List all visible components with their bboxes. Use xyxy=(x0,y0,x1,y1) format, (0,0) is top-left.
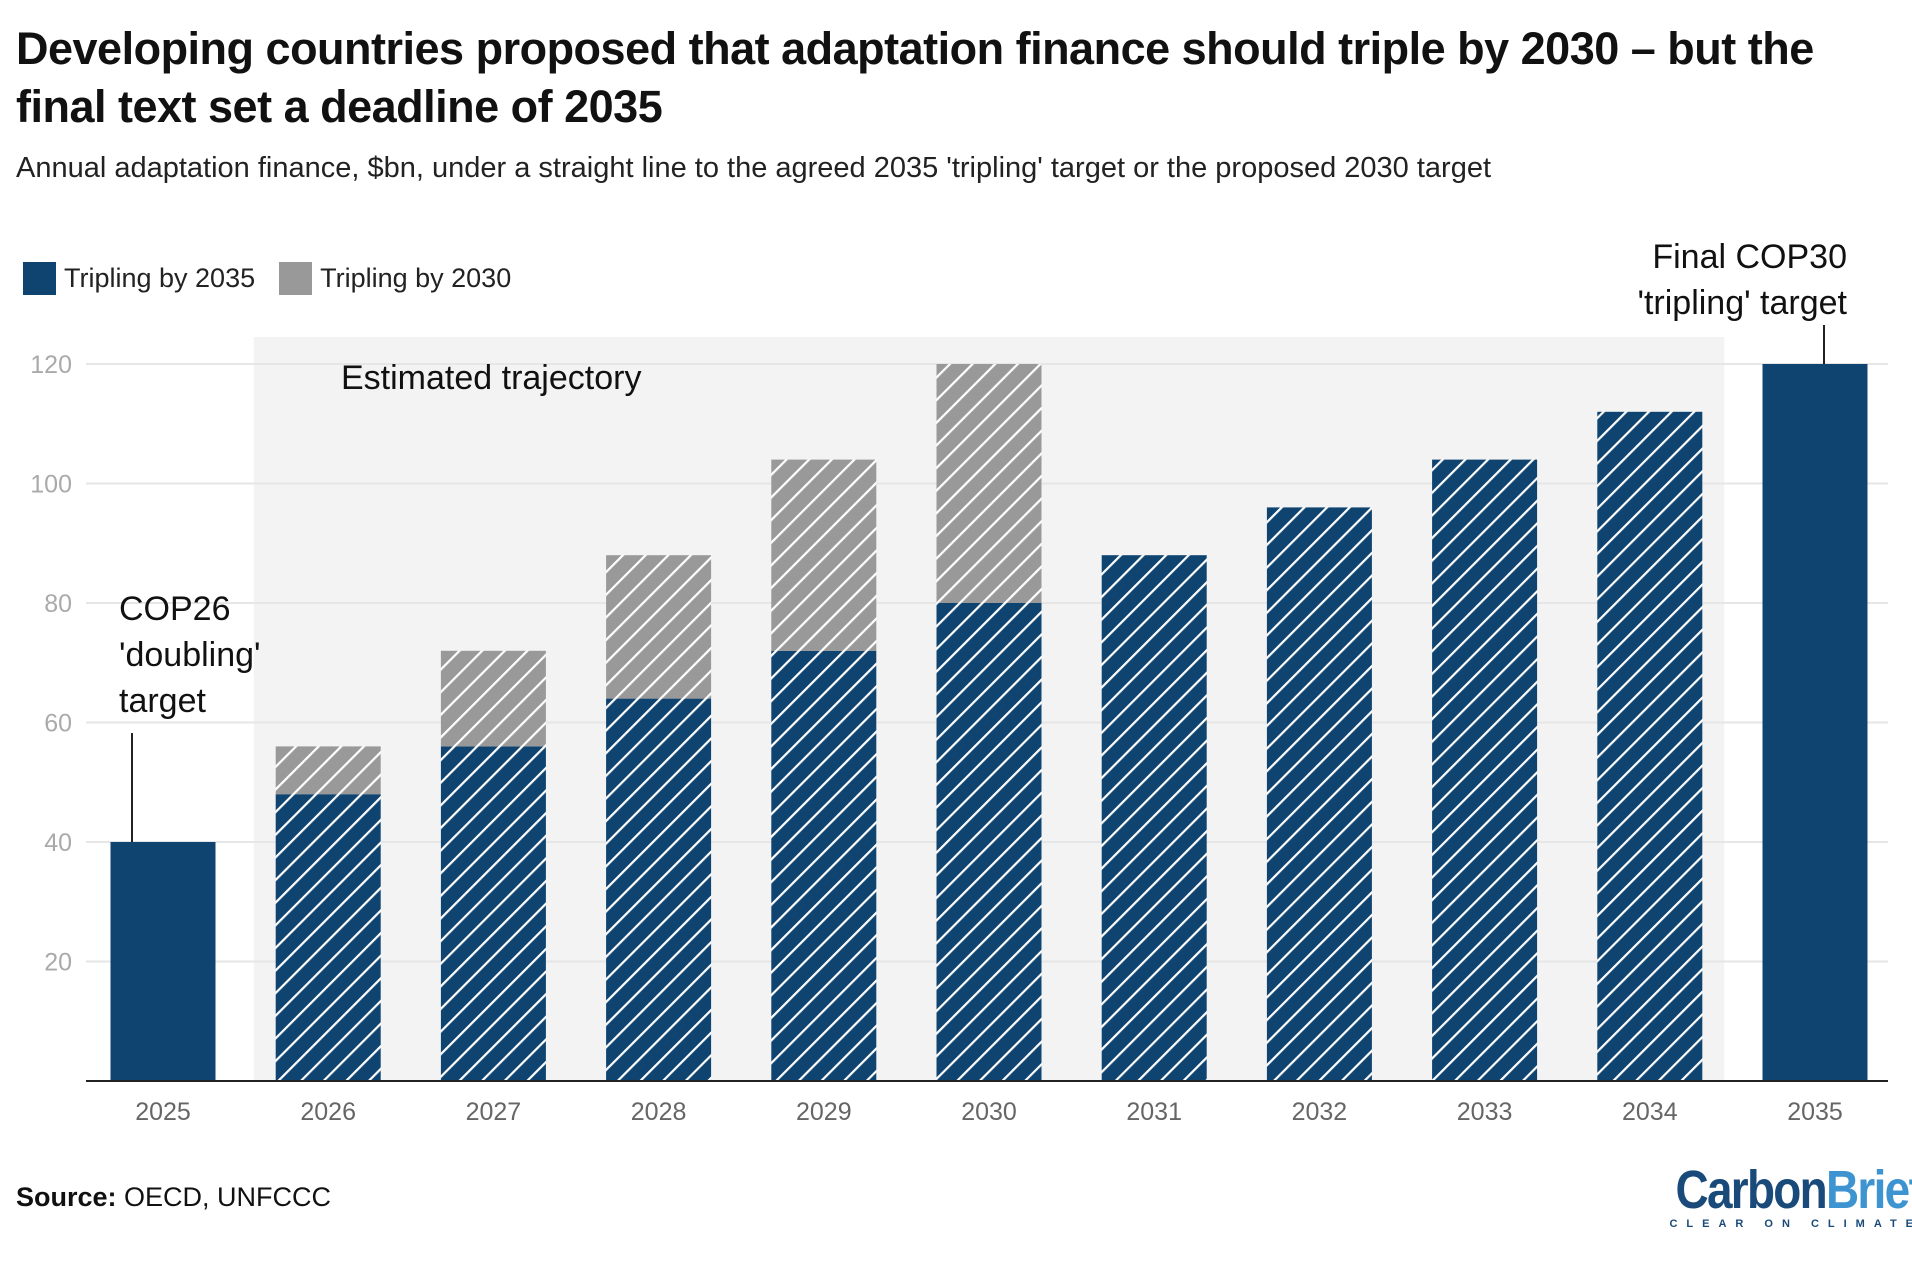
bar-tripling-2035 xyxy=(110,842,216,1081)
logo-tagline: CLEAR ON CLIMATE xyxy=(1669,1218,1912,1230)
annotation-cop30: Final COP30 xyxy=(1652,238,1847,276)
bar-tripling-2035 xyxy=(1597,411,1703,1081)
bar-tripling-2035 xyxy=(936,603,1042,1081)
bar-tripling-2035 xyxy=(440,746,546,1081)
y-tick-label: 120 xyxy=(30,351,72,379)
bar-tripling-2035 xyxy=(1266,507,1372,1081)
x-tick-label: 2026 xyxy=(300,1098,356,1126)
x-tick-label: 2034 xyxy=(1622,1098,1678,1126)
legend-item-2035: Tripling by 2035 xyxy=(23,262,255,295)
legend-label: Tripling by 2035 xyxy=(64,263,256,293)
bar-tripling-2035 xyxy=(1432,459,1538,1082)
bar-tripling-2035 xyxy=(771,650,877,1081)
bar-tripling-2035 xyxy=(606,698,712,1081)
x-tick-label: 2027 xyxy=(466,1098,522,1126)
annotation-cop26: 'doubling' xyxy=(119,636,261,674)
bar-tripling-2030 xyxy=(440,650,546,747)
x-tick-label: 2032 xyxy=(1292,1098,1348,1126)
x-tick-label: 2028 xyxy=(631,1098,687,1126)
bar-tripling-2030 xyxy=(606,555,712,699)
y-tick-label: 100 xyxy=(30,471,72,499)
y-tick-label: 60 xyxy=(44,710,72,738)
chart-title: Developing countries proposed that adapt… xyxy=(16,23,1814,132)
logo-part1: Carbon xyxy=(1675,1160,1828,1220)
bar-tripling-2030 xyxy=(275,746,381,795)
bar-tripling-2030 xyxy=(771,459,877,651)
bar-tripling-2035 xyxy=(275,794,381,1081)
y-tick-label: 80 xyxy=(44,590,72,618)
legend-label: Tripling by 2030 xyxy=(320,263,512,293)
legend-swatch xyxy=(23,262,56,295)
bar-tripling-2030 xyxy=(936,364,1042,603)
annotation-cop30: 'tripling' target xyxy=(1637,284,1847,322)
x-tick-label: 2035 xyxy=(1787,1098,1843,1126)
annotation-cop26: target xyxy=(119,682,206,720)
shaded-region-label: Estimated trajectory xyxy=(341,359,641,397)
source-text: OECD, UNFCCC xyxy=(116,1182,332,1212)
logo-part2: Brief xyxy=(1825,1160,1912,1220)
x-tick-label: 2031 xyxy=(1126,1098,1182,1126)
x-tick-label: 2025 xyxy=(135,1098,191,1126)
x-tick-label: 2029 xyxy=(796,1098,852,1126)
legend-item-2030: Tripling by 2030 xyxy=(279,262,511,295)
bar-tripling-2035 xyxy=(1762,364,1868,1081)
y-tick-label: 40 xyxy=(44,829,72,857)
chart-subtitle: Annual adaptation finance, $bn, under a … xyxy=(16,152,1492,184)
carbon-brief-logo: CarbonBrief CLEAR ON CLIMATE xyxy=(1632,1162,1912,1230)
source-label: Source: xyxy=(16,1182,117,1212)
bar-tripling-2035 xyxy=(1101,555,1207,1081)
y-tick-label: 20 xyxy=(44,949,72,977)
source-note: Source: OECD, UNFCCC xyxy=(16,1182,331,1213)
x-tick-label: 2030 xyxy=(961,1098,1017,1126)
legend-swatch xyxy=(279,262,313,295)
x-tick-label: 2033 xyxy=(1457,1098,1513,1126)
annotation-cop26: COP26 xyxy=(119,590,231,628)
legend: Tripling by 2035 Tripling by 2030 xyxy=(23,262,535,295)
